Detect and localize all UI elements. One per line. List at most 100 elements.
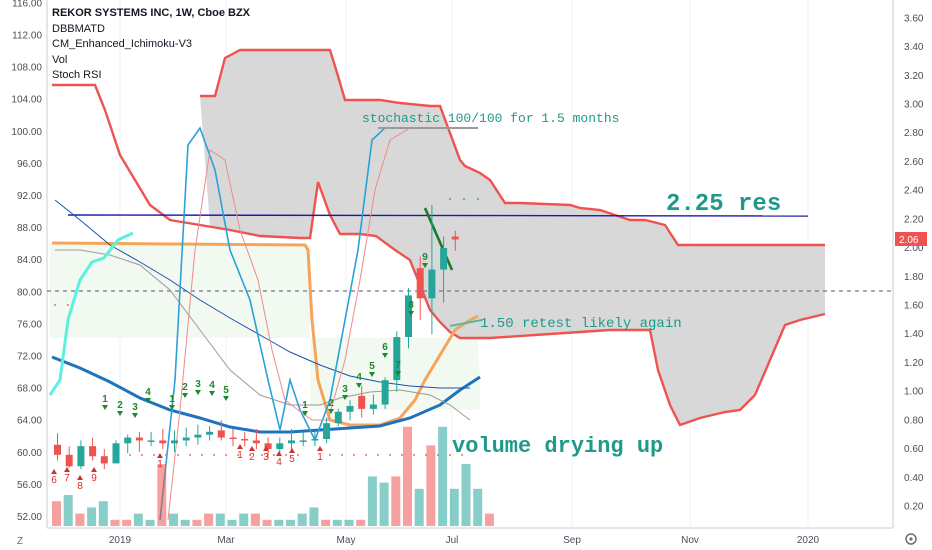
candle-body: [252, 440, 260, 444]
td-red-count: 1: [237, 450, 243, 461]
candle-body: [124, 437, 132, 444]
time-axis-tick-label: May: [337, 535, 356, 546]
candle-body: [77, 446, 85, 467]
volume-bar: [379, 482, 389, 526]
td-red-arrow: [91, 467, 97, 472]
legend-indicator-3: Vol: [52, 53, 68, 66]
red-dot: [67, 304, 69, 306]
td-green-count: 5: [369, 361, 375, 372]
td-red-count: 4: [276, 457, 282, 468]
volume-bar: [274, 519, 284, 526]
volume-bar: [344, 519, 354, 526]
candlesticks: [54, 204, 459, 470]
td-red-arrow: [317, 446, 323, 451]
right-axis-tick-label: 0.20: [904, 501, 924, 512]
volume-bar: [215, 513, 225, 526]
red-dot: [54, 304, 56, 306]
right-axis-tick-label: 0.40: [904, 473, 924, 484]
td-green-arrow: [342, 395, 348, 400]
td-red-count: 6: [51, 475, 57, 486]
td-green-count: 2: [117, 400, 123, 411]
td-green-arrow: [422, 263, 428, 268]
red-dot: [413, 454, 415, 456]
left-axis-tick-label: 80.00: [17, 287, 42, 298]
corner-z-button[interactable]: Z: [17, 536, 23, 547]
last-price-badge: [895, 232, 927, 246]
right-price-axis: 0.20 0.40 0.60 0.80 1.00 1.20 1.40 1.60 1.80 2.00…: [904, 13, 924, 512]
right-axis-tick-label: 2.80: [904, 128, 924, 139]
td-green-count: 1: [169, 394, 175, 405]
volume-bar: [52, 501, 61, 526]
td-green-arrow: [356, 383, 362, 388]
td-green-arrow: [395, 371, 401, 376]
candle-body: [112, 443, 120, 464]
red-dot: [213, 454, 215, 456]
volume-bar: [227, 519, 237, 526]
td-red-arrow: [276, 451, 282, 456]
td-green-arrow: [223, 396, 229, 401]
td-green-count: 7: [395, 360, 401, 371]
candle-body: [182, 437, 190, 441]
cyan-oscillator: [48, 231, 134, 396]
left-price-axis: 52.00 56.00 60.00 64.00 68.00 72.00 76.00 80.00…: [11, 0, 42, 523]
td-green-count: 3: [342, 384, 348, 395]
td-green-arrow: [382, 353, 388, 358]
time-axis-tick-label: 2019: [109, 535, 132, 546]
volume-bar: [426, 445, 436, 526]
td-red-arrow: [77, 475, 83, 480]
candle-body: [440, 248, 448, 270]
td-red-count: 7: [64, 473, 70, 484]
volume-bar: [122, 519, 132, 526]
candle-body: [229, 437, 237, 440]
td-green-arrow: [182, 393, 188, 398]
settings-gear-icon[interactable]: [905, 533, 917, 545]
td-green-count: 8: [408, 300, 414, 311]
red-dot: [165, 454, 167, 456]
left-axis-tick-label: 96.00: [17, 159, 42, 170]
red-dot: [141, 454, 143, 456]
td-green-count: 5: [223, 385, 229, 396]
left-axis-tick-label: 100.00: [11, 127, 42, 138]
candle-body: [416, 268, 424, 299]
td-red-count: 9: [91, 473, 97, 484]
td-green-count: 2: [328, 398, 334, 409]
volume-bar: [403, 426, 412, 526]
td-red-arrow: [157, 453, 163, 458]
red-dot: [177, 454, 179, 456]
time-axis-tick-label: 2020: [797, 535, 820, 546]
red-dot: [237, 454, 239, 456]
volume-bar: [87, 507, 97, 526]
td-red-arrow: [249, 446, 255, 451]
td-green-arrow: [132, 413, 138, 418]
legend-indicator-2: CM_Enhanced_Ichimoku-V3: [52, 38, 193, 50]
left-axis-tick-label: 52.00: [17, 512, 42, 523]
candle-body: [89, 446, 97, 457]
right-axis-tick-label: 3.00: [904, 99, 924, 110]
td-red-arrow: [64, 467, 70, 472]
td-red-count: 1: [317, 452, 323, 463]
red-dot: [153, 454, 155, 456]
td-red-arrow: [51, 469, 57, 474]
volume-bar: [309, 507, 319, 526]
left-axis-tick-label: 84.00: [17, 255, 42, 266]
red-dot: [129, 454, 131, 456]
right-axis-tick-label: 1.20: [904, 358, 924, 369]
volume-bar: [63, 495, 73, 526]
candle-body: [264, 443, 272, 450]
left-axis-tick-label: 104.00: [11, 95, 42, 106]
right-axis-tick-label: 2.60: [904, 157, 924, 168]
volume-bar: [75, 513, 85, 526]
retest-annotation: 1.50 retest likely again: [480, 316, 682, 332]
time-axis: 2019 Mar May Jul Sep Nov 2020: [109, 535, 820, 546]
time-axis-tick-label: Jul: [446, 535, 459, 546]
volume-bar: [449, 488, 459, 526]
candle-body: [54, 444, 61, 455]
candle-body: [451, 236, 459, 240]
td-red-count: 2: [249, 452, 255, 463]
candle-body: [346, 405, 354, 412]
last-price-label: 2.06: [899, 235, 919, 246]
time-axis-tick-label: Mar: [217, 535, 235, 546]
td-red-arrow: [289, 448, 295, 453]
